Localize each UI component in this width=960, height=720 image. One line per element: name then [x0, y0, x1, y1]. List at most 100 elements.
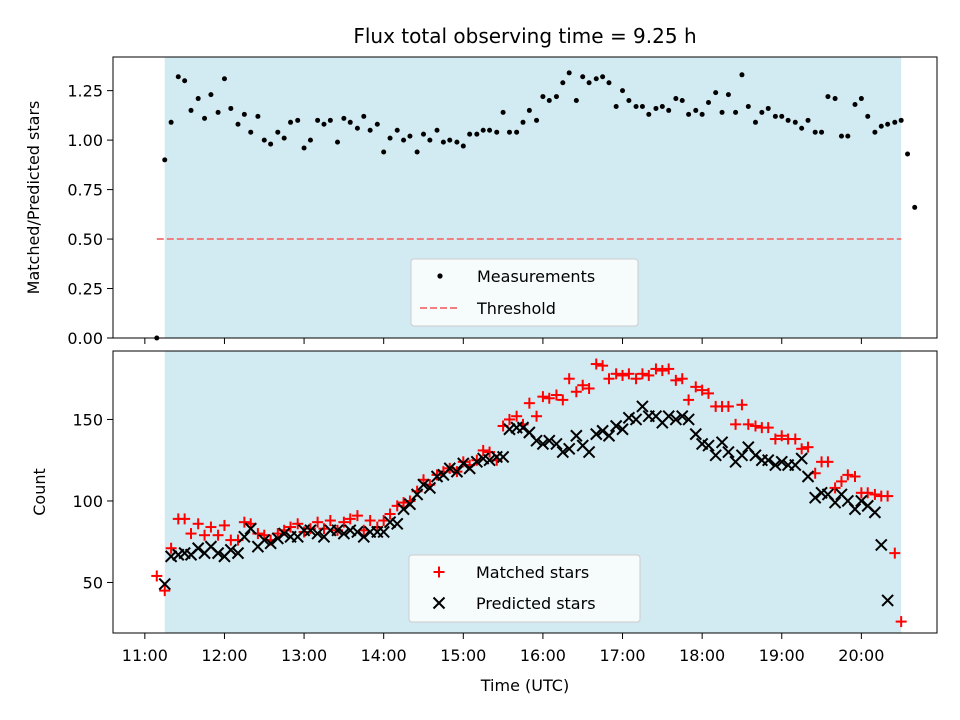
- measurement-point-65: [586, 80, 592, 86]
- measurement-point-73: [639, 103, 645, 109]
- top-legend-box: [410, 258, 639, 327]
- matched-point-58: [537, 391, 549, 403]
- measurement-point-33: [374, 121, 380, 127]
- x-axis-label: Time (UTC): [480, 676, 569, 695]
- predicted-point-51: [496, 450, 510, 464]
- measurement-point-32: [367, 127, 373, 133]
- measurement-point-89: [745, 103, 751, 109]
- matched-point-75: [650, 363, 662, 375]
- measurement-point-78: [673, 96, 679, 102]
- measurement-point-19: [281, 135, 287, 141]
- measurement-point-31: [361, 113, 367, 119]
- measurement-point-102: [832, 96, 838, 102]
- matched-point-79: [676, 373, 688, 385]
- predicted-point-15: [258, 533, 271, 547]
- measurement-point-79: [679, 98, 685, 104]
- bottom-legend: Matched stars Predicted stars: [408, 554, 641, 623]
- measurement-point-3: [175, 74, 181, 80]
- predicted-point-30: [357, 530, 370, 544]
- measurement-point-11: [228, 105, 234, 111]
- predicted-point-39: [417, 478, 430, 491]
- matched-point-65: [583, 382, 595, 394]
- measurement-point-74: [646, 111, 652, 117]
- predicted-point-101: [828, 496, 842, 509]
- predicted-point-18: [277, 527, 291, 540]
- bottom-y-tick-label-1: 100: [72, 492, 103, 511]
- measurement-point-105: [852, 101, 858, 107]
- bottom-axes-frame: [112, 350, 938, 634]
- matched-point-60: [550, 389, 562, 401]
- measurement-point-34: [381, 149, 387, 155]
- measurement-point-58: [540, 94, 546, 100]
- matched-point-64: [577, 379, 589, 391]
- measurement-point-2: [168, 119, 174, 125]
- measurement-point-99: [812, 129, 818, 135]
- predicted-point-57: [536, 437, 550, 451]
- predicted-point-84: [715, 436, 729, 449]
- bottom-y-ticks: 50 100 150: [72, 410, 113, 592]
- measurement-point-75: [653, 105, 659, 111]
- measurement-point-54: [514, 129, 520, 135]
- top-y-ticks: 0.00 0.25 0.50 0.75 1.00 1.25: [67, 82, 113, 348]
- matched-point-90: [749, 420, 761, 432]
- matched-point-32: [364, 515, 376, 527]
- predicted-point-72: [636, 400, 649, 413]
- measurement-point-57: [534, 117, 540, 123]
- matched-point-69: [610, 368, 622, 380]
- measurement-point-98: [805, 117, 811, 123]
- predicted-point-35: [391, 517, 404, 530]
- predicted-point-68: [609, 419, 623, 433]
- matched-point-81: [690, 381, 702, 393]
- predicted-point-109: [881, 594, 894, 607]
- measurement-point-53: [506, 129, 512, 135]
- predicted-point-58: [543, 434, 556, 447]
- measurement-point-84: [713, 90, 719, 96]
- measurement-point-94: [779, 113, 785, 119]
- measurement-point-61: [560, 80, 566, 86]
- predicted-point-59: [550, 437, 563, 451]
- measurement-point-67: [600, 74, 606, 80]
- measurement-point-25: [321, 121, 327, 127]
- predicted-point-85: [722, 445, 735, 459]
- matched-point-70: [617, 369, 629, 381]
- legend-matched-marker: [433, 566, 445, 578]
- matched-point-26: [324, 515, 336, 527]
- predicted-point-64: [582, 445, 596, 459]
- x-tick-label-6: 17:00: [599, 646, 645, 665]
- matched-point-71: [623, 368, 635, 380]
- measurement-point-72: [633, 103, 639, 109]
- predicted-point-83: [709, 449, 722, 462]
- predicted-point-11: [231, 546, 245, 560]
- predicted-point-12: [238, 530, 251, 544]
- measurement-point-103: [838, 133, 844, 139]
- measurement-point-106: [858, 96, 864, 102]
- x-tick-label-4: 15:00: [440, 646, 486, 665]
- matched-point-88: [736, 399, 748, 411]
- predicted-point-22: [304, 524, 317, 537]
- predicted-point-33: [377, 525, 390, 539]
- bottom-y-tick-label-2: 150: [72, 410, 103, 429]
- matched-point-74: [643, 369, 655, 381]
- measurement-point-49: [480, 127, 486, 133]
- measurement-point-44: [447, 137, 453, 143]
- bottom-x-ticks: 11:00 12:00 13:00 14:00 15:00 16:00 17:00 18:00…: [122, 633, 884, 665]
- legend-predicted-label: Predicted stars: [476, 594, 596, 613]
- matched-point-56: [523, 397, 535, 409]
- matched-point-72: [630, 373, 642, 385]
- measurement-point-87: [733, 109, 739, 115]
- predicted-point-104: [848, 502, 862, 516]
- predicted-point-96: [795, 452, 808, 465]
- predicted-point-71: [629, 413, 643, 426]
- legend-threshold-label: Threshold: [476, 299, 556, 318]
- x-tick-label-2: 13:00: [281, 646, 327, 665]
- measurement-points: [154, 70, 918, 341]
- x-tick-label-3: 14:00: [361, 646, 407, 665]
- measurement-point-80: [686, 111, 692, 117]
- top-axes-frame: [112, 56, 938, 339]
- measurement-point-101: [825, 94, 831, 100]
- measurement-point-69: [613, 103, 619, 109]
- measurement-point-46: [460, 143, 466, 149]
- matched-point-80: [683, 394, 695, 406]
- measurement-point-8: [208, 92, 214, 98]
